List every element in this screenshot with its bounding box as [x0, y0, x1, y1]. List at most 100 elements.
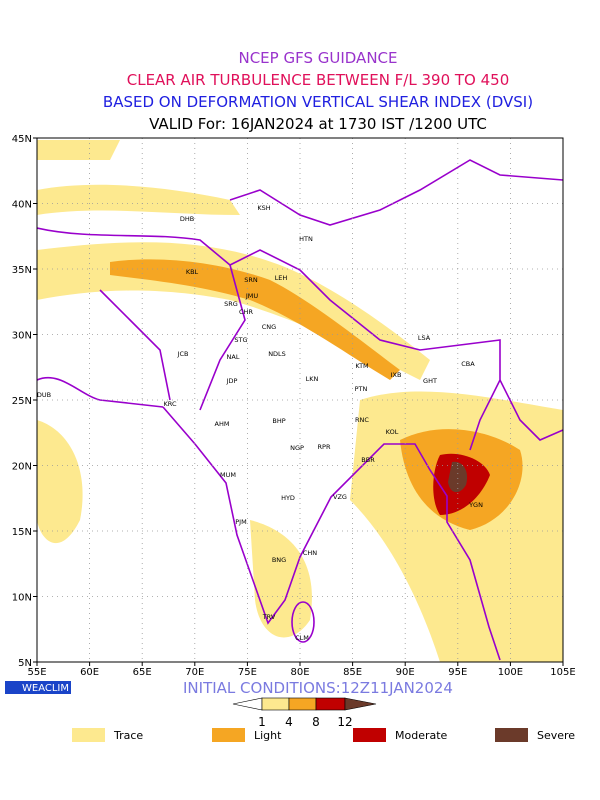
severe-shading — [448, 461, 468, 493]
colorbar-label: 4 — [285, 715, 293, 729]
city-label: KTM — [355, 362, 368, 370]
lon-label: 85E — [343, 667, 362, 678]
lat-label: 25N — [12, 396, 32, 407]
legend-label: Moderate — [395, 729, 448, 742]
city-label: BHP — [272, 417, 285, 425]
lon-label: 75E — [238, 667, 257, 678]
city-label: MUM — [220, 471, 236, 479]
city-label: PJM — [235, 518, 246, 526]
logo: WEACLIM — [22, 683, 69, 694]
city-label: LSA — [418, 334, 431, 342]
city-label: CLM — [295, 634, 309, 642]
lon-label: 95E — [448, 667, 467, 678]
lat-label: 5N — [18, 658, 32, 669]
border — [37, 227, 501, 451]
city-label: KRC — [164, 400, 177, 408]
city-label: RNC — [355, 416, 369, 424]
city-label: KOL — [386, 428, 399, 436]
shade — [448, 461, 468, 493]
city-label: KSH — [257, 204, 270, 212]
city-label: JMU — [245, 292, 259, 300]
lon-label: 105E — [550, 667, 575, 678]
lon-label: 55E — [27, 667, 46, 678]
city-label: HYD — [281, 494, 295, 502]
city-label: AHM — [215, 420, 230, 428]
lat-label: 40N — [12, 200, 32, 211]
border — [229, 159, 563, 226]
city-label: KBL — [186, 268, 199, 276]
legend-label: Severe — [537, 729, 575, 742]
colorbar-segment — [232, 697, 263, 711]
lon-label: 100E — [498, 667, 523, 678]
shade — [250, 520, 312, 638]
city-label: CBA — [461, 360, 475, 368]
boundaries — [37, 159, 563, 661]
city-label: RPR — [318, 443, 331, 451]
border — [499, 379, 563, 441]
city-label: BBR — [361, 456, 375, 464]
lat-label: 10N — [12, 593, 32, 604]
shade — [37, 184, 240, 215]
valid-time: VALID For: 16JAN2024 at 1730 IST /1200 U… — [149, 115, 487, 133]
city-label: NAL — [227, 353, 240, 361]
city-label: NDLS — [268, 350, 286, 358]
lat-label: 35N — [12, 265, 32, 276]
lon-label: 90E — [396, 667, 415, 678]
city-label: NGP — [290, 444, 304, 452]
colorbar-label: 8 — [312, 715, 320, 729]
colorbar-labels: 1 4 8 12 — [258, 715, 352, 729]
lon-label: 80E — [290, 667, 309, 678]
lon-label: 65E — [133, 667, 152, 678]
city-label: LKN — [306, 375, 319, 383]
city-label: BNG — [272, 556, 286, 564]
sri-lanka — [291, 601, 315, 643]
colorbar-segment — [288, 697, 317, 711]
city-label: HTN — [299, 235, 313, 243]
border — [99, 264, 246, 411]
coastline — [37, 377, 164, 408]
city-label: JDP — [226, 377, 238, 385]
lon-label: 60E — [80, 667, 99, 678]
shade — [37, 140, 120, 160]
legend-swatch — [495, 728, 528, 742]
lat-label: 45N — [12, 134, 32, 145]
colorbar-label: 1 — [258, 715, 266, 729]
legend-label: Light — [254, 729, 282, 742]
city-label: CNG — [262, 323, 276, 331]
coastline — [162, 406, 501, 661]
legend-swatch — [72, 728, 105, 742]
lat-label: 15N — [12, 527, 32, 538]
subtitle: CLEAR AIR TURBULENCE BETWEEN F/L 390 TO … — [127, 71, 510, 89]
initial-conditions: INITIAL CONDITIONS:12Z11JAN2024 — [183, 679, 453, 697]
city-label: LEH — [275, 274, 288, 282]
subtitle: BASED ON DEFORMATION VERTICAL SHEAR INDE… — [103, 93, 533, 111]
lat-label: 20N — [12, 462, 32, 473]
logo-box — [5, 681, 71, 694]
city-label: IXB — [391, 371, 402, 379]
city-label: TRV — [262, 613, 276, 621]
colorbar — [232, 697, 377, 711]
city-label: STG — [234, 336, 247, 344]
colorbar-segment — [315, 697, 346, 711]
colorbar-segment — [344, 697, 377, 711]
legend-swatch — [353, 728, 386, 742]
legend-label: Trace — [113, 729, 143, 742]
city-label: VZG — [333, 493, 347, 501]
legend-swatch — [212, 728, 245, 742]
city-label: CHN — [303, 549, 317, 557]
city-label: SRG — [224, 300, 238, 308]
city-label: GHT — [423, 377, 437, 385]
shade — [37, 420, 83, 544]
colorbar-label: 12 — [337, 715, 352, 729]
city-label: DHB — [180, 215, 194, 223]
city-label: SRN — [244, 276, 258, 284]
shade — [110, 259, 400, 380]
lat-label: 30N — [12, 331, 32, 342]
city-label: JCB — [177, 350, 189, 358]
lon-label: 70E — [185, 667, 204, 678]
